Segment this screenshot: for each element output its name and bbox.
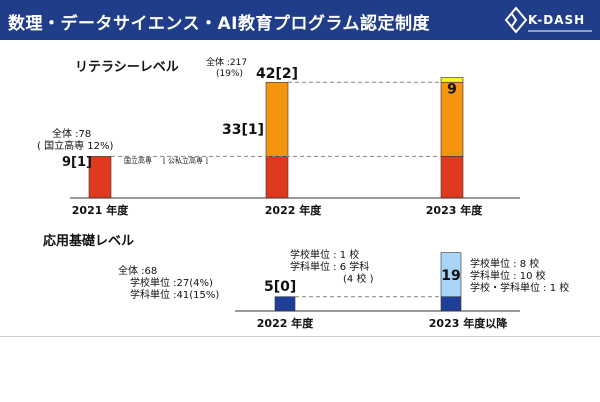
annotation: 学校単位 : 8 校 — [470, 257, 539, 270]
annotation: 学校単位 : 1 校 — [290, 248, 359, 261]
legend-label: 国立高専 — [124, 156, 152, 165]
data-label: 42[2] — [256, 66, 298, 82]
bar-segment — [265, 156, 289, 199]
bar-segment — [265, 81, 289, 157]
annotation: (4 校 ) — [343, 272, 374, 285]
bar-segment — [88, 156, 112, 199]
data-label: 9 — [447, 81, 457, 97]
annotation: 学校単位 :27(4%) — [130, 276, 213, 289]
annotation: (19%) — [216, 69, 243, 79]
annotation: 学科単位 : 10 校 — [470, 269, 546, 282]
data-label: 9[1] — [62, 155, 92, 170]
data-label: 33[1] — [222, 122, 264, 138]
annotation: 学科単位 : 6 学科 — [290, 260, 369, 273]
content-area: リテラシーレベル 2021 年度 2022 年度 2023 年度 全体 :78( 国立高… — [0, 40, 600, 337]
bar-segment — [440, 296, 462, 312]
k-dash-logo — [504, 6, 592, 34]
tick-label: 2021 年度 — [72, 203, 129, 217]
bar-segment — [440, 252, 462, 298]
tick-label: 2022 年度 — [257, 316, 314, 330]
annotation: 学校・学科単位 : 1 校 — [470, 281, 569, 294]
annotation: 学科単位 :41(15%) — [130, 288, 219, 301]
chart-title: リテラシーレベル — [75, 60, 179, 75]
tick-label: 2023 年度以降 — [429, 316, 508, 330]
data-label: 19 — [441, 268, 460, 284]
tick-label: 2023 年度 — [426, 203, 483, 217]
page-title: 数理・データサイエンス・AI教育プログラム認定制度 — [8, 14, 430, 34]
annotation: 全体 :78 — [52, 127, 91, 140]
bar-segment — [440, 156, 464, 199]
tick-label: 2022 年度 — [265, 203, 322, 217]
logo-text: K-DASH — [528, 13, 586, 27]
annotation: 全体 :217 — [206, 56, 247, 68]
data-label: 5[0] — [264, 279, 296, 295]
annotation: ( 国立高専 12%) — [37, 139, 113, 152]
bar-segment — [274, 296, 296, 312]
chart-title: 応用基礎レベル — [43, 233, 134, 249]
chart-canvas: リテラシーレベル 2021 年度 2022 年度 2023 年度 全体 :78( 国立高… — [37, 56, 569, 330]
bar-segment — [440, 77, 464, 83]
annotation: 全体 :68 — [118, 264, 157, 277]
legend-label: [ 公私立高専 ] — [163, 156, 208, 165]
header-bar: 数理・データサイエンス・AI教育プログラム認定制度 K-DASH — [0, 0, 600, 40]
